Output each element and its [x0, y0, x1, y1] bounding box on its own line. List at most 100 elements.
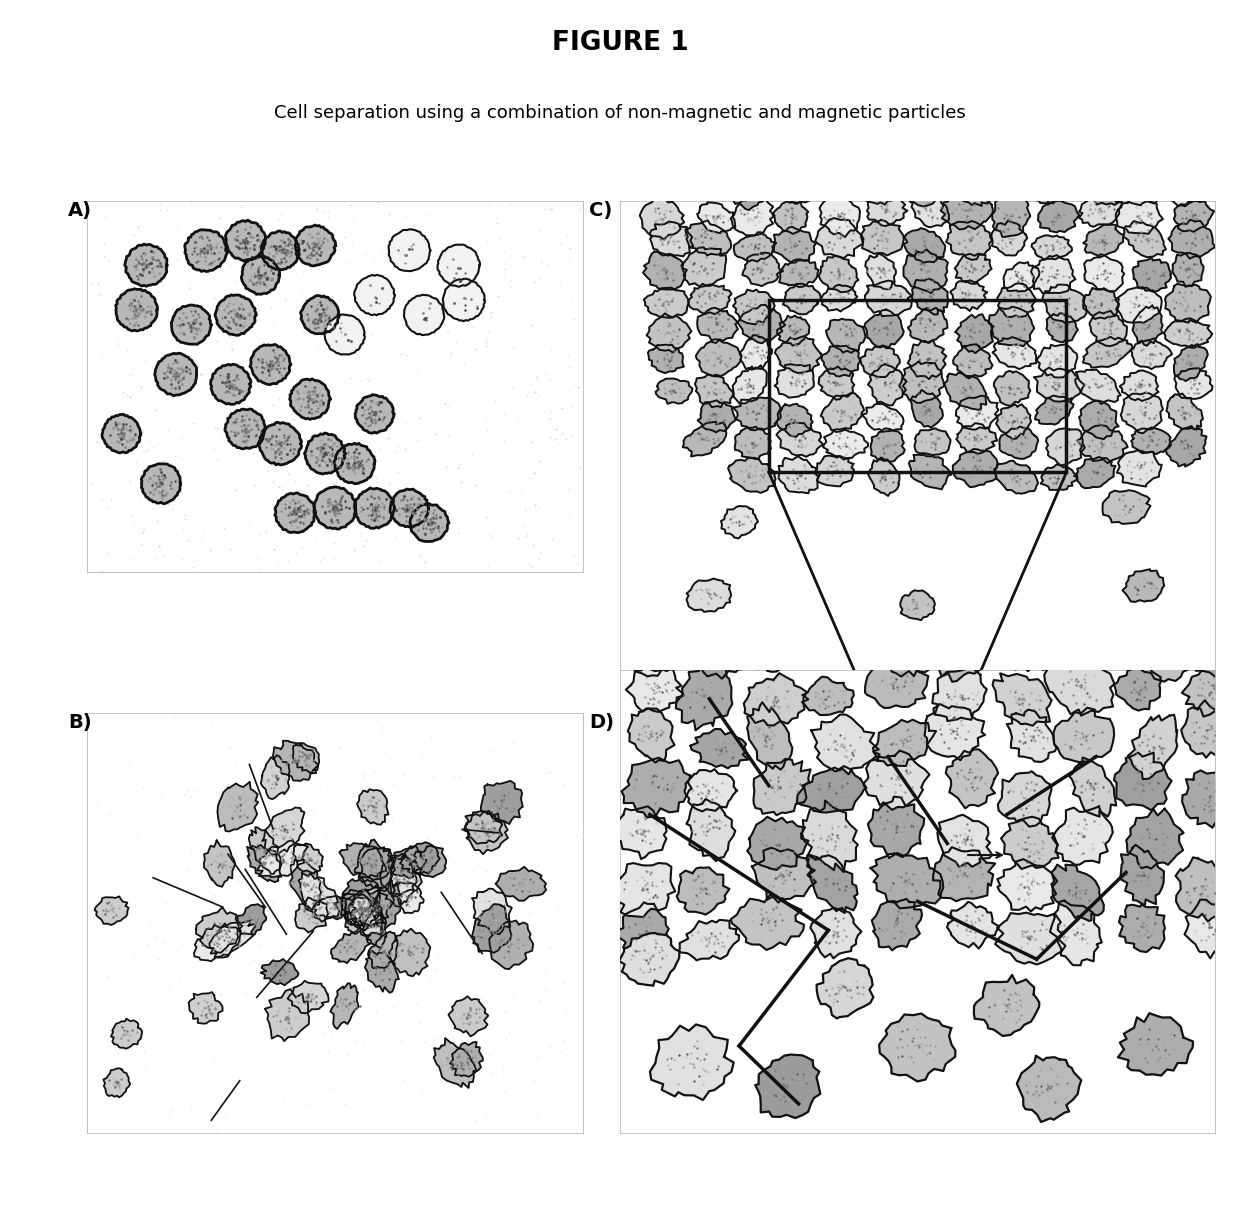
- Polygon shape: [1174, 368, 1213, 400]
- Polygon shape: [946, 222, 992, 259]
- Polygon shape: [1078, 425, 1127, 463]
- Polygon shape: [866, 253, 895, 290]
- Polygon shape: [260, 959, 299, 985]
- Polygon shape: [868, 458, 899, 496]
- Polygon shape: [626, 665, 683, 713]
- Polygon shape: [249, 827, 281, 875]
- Polygon shape: [464, 811, 502, 844]
- Polygon shape: [247, 845, 281, 882]
- Polygon shape: [775, 336, 822, 373]
- Polygon shape: [973, 974, 1039, 1037]
- Polygon shape: [611, 864, 676, 917]
- Polygon shape: [372, 881, 401, 934]
- Polygon shape: [684, 770, 737, 811]
- Polygon shape: [1116, 197, 1163, 234]
- Polygon shape: [910, 390, 942, 428]
- Polygon shape: [862, 404, 904, 432]
- Polygon shape: [312, 895, 356, 920]
- Polygon shape: [941, 190, 993, 229]
- Polygon shape: [1128, 620, 1192, 682]
- Polygon shape: [1083, 289, 1118, 319]
- Polygon shape: [820, 196, 861, 238]
- Polygon shape: [1169, 168, 1204, 206]
- Polygon shape: [341, 889, 379, 927]
- Polygon shape: [1167, 393, 1203, 430]
- Polygon shape: [481, 781, 523, 825]
- Polygon shape: [490, 921, 533, 970]
- Polygon shape: [381, 854, 422, 895]
- Polygon shape: [904, 228, 945, 262]
- Polygon shape: [1054, 708, 1114, 762]
- Polygon shape: [1184, 900, 1236, 959]
- Polygon shape: [861, 346, 900, 378]
- Polygon shape: [866, 280, 911, 317]
- Polygon shape: [616, 806, 667, 859]
- Polygon shape: [730, 171, 769, 209]
- Polygon shape: [826, 319, 866, 353]
- Polygon shape: [743, 252, 781, 286]
- Polygon shape: [625, 636, 680, 676]
- Polygon shape: [1121, 392, 1163, 434]
- Polygon shape: [863, 750, 930, 810]
- Polygon shape: [288, 980, 329, 1013]
- Polygon shape: [217, 782, 258, 832]
- Polygon shape: [1007, 710, 1056, 762]
- Polygon shape: [696, 340, 742, 376]
- Polygon shape: [823, 430, 868, 459]
- Polygon shape: [434, 1038, 476, 1088]
- Polygon shape: [925, 704, 985, 760]
- Polygon shape: [997, 284, 1037, 317]
- Polygon shape: [911, 279, 949, 314]
- Polygon shape: [345, 889, 393, 928]
- Polygon shape: [691, 730, 749, 769]
- Polygon shape: [914, 429, 951, 457]
- Polygon shape: [686, 220, 732, 256]
- Polygon shape: [331, 931, 371, 963]
- Polygon shape: [1126, 809, 1184, 868]
- Polygon shape: [868, 797, 924, 857]
- Polygon shape: [1084, 224, 1123, 258]
- Polygon shape: [734, 234, 776, 262]
- Polygon shape: [1117, 166, 1162, 206]
- Polygon shape: [259, 423, 301, 465]
- Polygon shape: [340, 843, 386, 877]
- Polygon shape: [171, 304, 211, 345]
- Polygon shape: [1183, 624, 1240, 677]
- Polygon shape: [650, 1024, 734, 1100]
- Polygon shape: [472, 904, 511, 952]
- Polygon shape: [815, 218, 863, 258]
- Polygon shape: [698, 401, 735, 432]
- Polygon shape: [683, 631, 754, 678]
- Polygon shape: [295, 225, 336, 266]
- Polygon shape: [102, 414, 141, 453]
- Polygon shape: [388, 229, 430, 272]
- Polygon shape: [733, 365, 766, 403]
- Polygon shape: [389, 928, 430, 976]
- Polygon shape: [265, 989, 309, 1041]
- Polygon shape: [325, 314, 365, 354]
- Polygon shape: [697, 308, 738, 341]
- Polygon shape: [991, 220, 1027, 256]
- Text: C): C): [589, 201, 613, 220]
- Polygon shape: [956, 314, 993, 353]
- Polygon shape: [1079, 401, 1118, 440]
- Text: B): B): [68, 713, 92, 732]
- Polygon shape: [750, 624, 790, 672]
- Polygon shape: [196, 907, 242, 952]
- Polygon shape: [998, 771, 1052, 827]
- Polygon shape: [868, 364, 906, 406]
- Polygon shape: [988, 307, 1034, 346]
- Polygon shape: [680, 920, 739, 960]
- Polygon shape: [682, 247, 727, 287]
- Polygon shape: [996, 404, 1032, 438]
- Polygon shape: [1166, 284, 1210, 323]
- Polygon shape: [870, 429, 905, 462]
- Polygon shape: [775, 364, 813, 397]
- Polygon shape: [1037, 345, 1078, 378]
- Polygon shape: [815, 166, 859, 200]
- Polygon shape: [937, 815, 992, 867]
- Polygon shape: [802, 800, 858, 872]
- Polygon shape: [1182, 666, 1240, 716]
- Polygon shape: [776, 423, 823, 457]
- Polygon shape: [956, 423, 997, 454]
